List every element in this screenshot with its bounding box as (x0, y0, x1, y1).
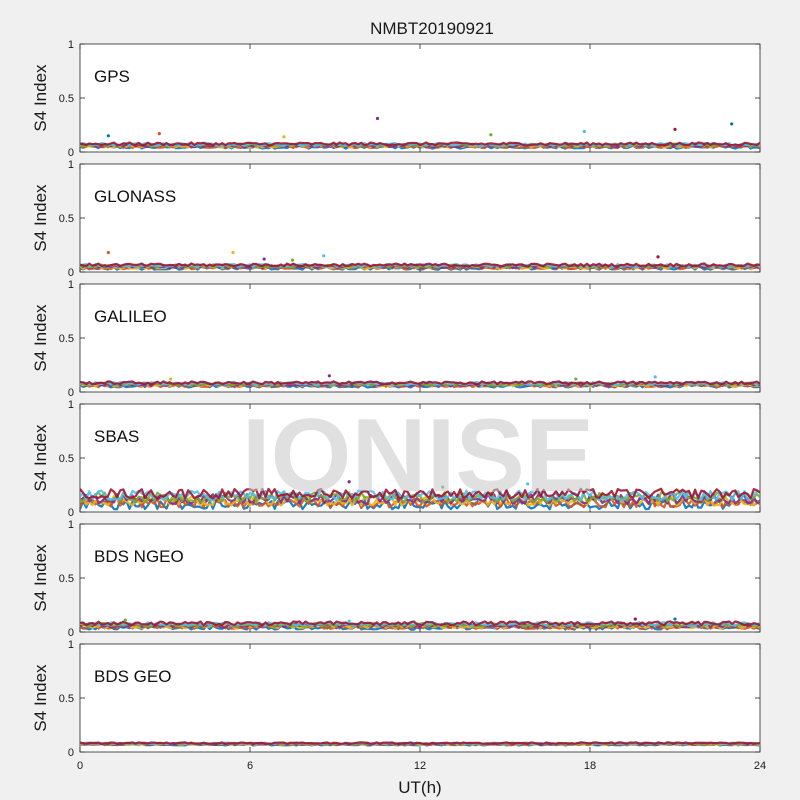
x-tick-label: 18 (584, 760, 596, 772)
y-tick-label: 0 (68, 267, 74, 279)
axes-box (79, 643, 761, 753)
panel-label: BDS GEO (94, 667, 171, 686)
y-axis-label: S4 Index (31, 424, 50, 492)
spike-point (673, 617, 677, 621)
y-tick-label: 0.5 (59, 693, 74, 705)
spike-point (327, 374, 331, 378)
x-tick-label: 12 (414, 760, 426, 772)
y-tick-label: 0.5 (59, 93, 74, 105)
y-tick-label: 0.5 (59, 333, 74, 345)
spike-point (656, 255, 660, 259)
y-tick-label: 0.5 (59, 453, 74, 465)
spike-point (375, 116, 380, 121)
x-tick-label: 0 (77, 760, 83, 772)
y-tick-label: 0 (68, 627, 74, 639)
spike-point (526, 482, 530, 486)
axes-box (79, 43, 761, 153)
spike-point (157, 132, 161, 136)
y-tick-label: 0.5 (59, 213, 74, 225)
panels-group: 0 0.5 1 S4 Index GPS 0 0.5 1 S4 Index GLONASS 0 0.5… (31, 39, 761, 759)
spike-point (673, 127, 677, 131)
y-tick-label: 1 (68, 399, 74, 411)
axes-box (79, 523, 761, 633)
series-group (80, 480, 760, 511)
spike-point (730, 122, 734, 126)
spike-point (123, 618, 127, 622)
y-tick-label: 0 (68, 507, 74, 519)
y-tick-label: 0 (68, 747, 74, 759)
y-axis-label: S4 Index (31, 304, 50, 372)
spike-point (231, 250, 235, 255)
y-tick-label: 0 (68, 147, 74, 159)
spike-point (169, 377, 173, 381)
figure-title: NMBT20190921 (370, 19, 494, 38)
satellite-series (80, 741, 760, 745)
spike-point (106, 134, 110, 138)
y-axis-label: S4 Index (31, 184, 50, 252)
series-group (80, 116, 760, 150)
x-tick-label: 24 (754, 760, 766, 772)
spike-point (282, 135, 286, 139)
panel-galileo: 0 0.5 1 S4 Index GALILEO (31, 279, 761, 399)
series-group (80, 617, 760, 631)
x-axis-label: UT(h) (398, 778, 441, 797)
spike-point (441, 485, 445, 489)
spike-point (582, 129, 586, 134)
panel-bds-geo: 0 0.5 1 S4 Index BDS GEO (31, 639, 761, 759)
satellite-series (80, 141, 760, 147)
y-tick-label: 1 (68, 159, 74, 171)
spike-point (290, 258, 295, 262)
series-group (80, 741, 760, 747)
panel-bds-ngeo: 0 0.5 1 S4 Index BDS NGEO (31, 519, 761, 639)
series-group (80, 250, 760, 271)
spike-point (347, 619, 351, 623)
y-axis-label: S4 Index (31, 544, 50, 612)
x-tick-label: 6 (247, 760, 253, 772)
series-group (80, 374, 760, 389)
y-tick-label: 1 (68, 39, 74, 51)
panel-gps: 0 0.5 1 S4 Index GPS (31, 39, 761, 159)
y-axis-label: S4 Index (31, 664, 50, 732)
spike-point (262, 257, 266, 261)
panel-label: SBAS (94, 427, 139, 446)
satellite-series (80, 620, 760, 627)
satellite-series (80, 262, 760, 268)
x-axis: UT(h) 0 6 12 18 24 (77, 760, 766, 797)
panel-label: BDS NGEO (94, 547, 184, 566)
y-tick-label: 1 (68, 519, 74, 531)
satellite-series (80, 380, 760, 386)
spike-point (653, 375, 657, 379)
panel-label: GLONASS (94, 187, 176, 206)
panel-label: GALILEO (94, 307, 167, 326)
y-tick-label: 0.5 (59, 573, 74, 585)
spike-point (106, 250, 110, 255)
spike-point (489, 133, 493, 137)
satellite-series (80, 487, 760, 500)
watermark: IONISE (242, 398, 595, 514)
y-tick-label: 0 (68, 387, 74, 399)
spike-point (633, 617, 637, 621)
panel-sbas: 0 0.5 1 S4 Index SBAS (31, 399, 761, 519)
panel-glonass: 0 0.5 1 S4 Index GLONASS (31, 159, 761, 279)
panel-label: GPS (94, 67, 130, 86)
spike-point (574, 377, 578, 381)
y-axis-label: S4 Index (31, 64, 50, 132)
spike-point (347, 480, 351, 484)
y-tick-label: 1 (68, 639, 74, 651)
axes-box (79, 283, 761, 393)
y-tick-label: 1 (68, 279, 74, 291)
satellite-series (80, 489, 760, 502)
spike-point (322, 254, 326, 258)
